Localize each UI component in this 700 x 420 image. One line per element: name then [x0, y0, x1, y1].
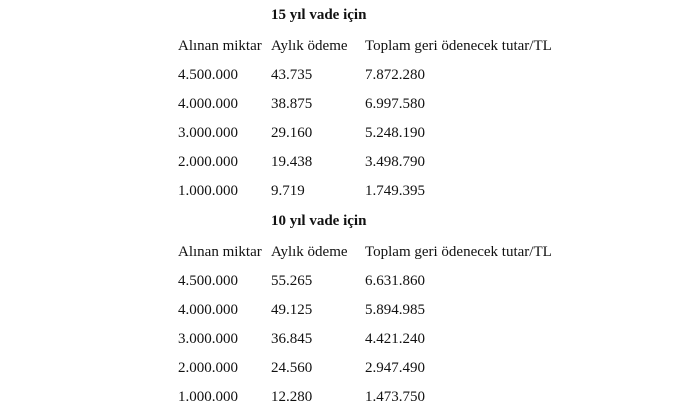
- table-cell: 4.500.000: [178, 67, 238, 83]
- table-row: 2.000.000 19.438 3.498.790: [0, 153, 700, 171]
- table-row: 1.000.000 9.719 1.749.395: [0, 182, 700, 200]
- table-cell: 4.421.240: [365, 331, 425, 347]
- table-cell: 36.845: [271, 331, 313, 347]
- table-row: 1.000.000 12.280 1.473.750: [0, 388, 700, 406]
- table-cell: 3.000.000: [178, 125, 238, 141]
- table-cell: 6.631.860: [365, 273, 425, 289]
- table-cell: 43.735: [271, 67, 313, 83]
- table-cell: 2.000.000: [178, 154, 238, 170]
- table-cell: 1.749.395: [365, 183, 425, 199]
- table-cell: 7.872.280: [365, 67, 425, 83]
- column-header: Aylık ödeme: [271, 38, 348, 54]
- table-cell: 2.000.000: [178, 360, 238, 376]
- table-cell: 38.875: [271, 96, 313, 112]
- table-cell: 49.125: [271, 302, 313, 318]
- loan-table-section: 10 yıl vade için Alınan miktar Aylık ödeme…: [0, 206, 700, 412]
- table-row: 3.000.000 29.160 5.248.190: [0, 124, 700, 142]
- section-title: 10 yıl vade için: [271, 213, 367, 229]
- table-cell: 3.498.790: [365, 154, 425, 170]
- table-row: 3.000.000 36.845 4.421.240: [0, 330, 700, 348]
- table-row: 4.000.000 49.125 5.894.985: [0, 301, 700, 319]
- table-cell: 12.280: [271, 389, 313, 405]
- column-header: Aylık ödeme: [271, 244, 348, 260]
- table-cell: 1.000.000: [178, 389, 238, 405]
- table-header-row: Alınan miktar Aylık ödeme Toplam geri öden…: [0, 37, 700, 55]
- table-row: 4.500.000 55.265 6.631.860: [0, 272, 700, 290]
- table-row: 2.000.000 24.560 2.947.490: [0, 359, 700, 377]
- table-cell: 24.560: [271, 360, 313, 376]
- column-header: Toplam geri ödenecek tutar/TL: [365, 244, 552, 260]
- table-cell: 6.997.580: [365, 96, 425, 112]
- table-cell: 3.000.000: [178, 331, 238, 347]
- table-cell: 55.265: [271, 273, 313, 289]
- table-row: 4.000.000 38.875 6.997.580: [0, 95, 700, 113]
- table-cell: 5.248.190: [365, 125, 425, 141]
- table-cell: 4.000.000: [178, 96, 238, 112]
- table-cell: 1.473.750: [365, 389, 425, 405]
- table-header-row: Alınan miktar Aylık ödeme Toplam geri öden…: [0, 243, 700, 261]
- table-cell: 1.000.000: [178, 183, 238, 199]
- column-header: Alınan miktar: [178, 38, 262, 54]
- table-row: 4.500.000 43.735 7.872.280: [0, 66, 700, 84]
- column-header: Toplam geri ödenecek tutar/TL: [365, 38, 552, 54]
- loan-table-section: 15 yıl vade için Alınan miktar Aylık ödeme…: [0, 0, 700, 206]
- table-cell: 2.947.490: [365, 360, 425, 376]
- table-cell: 4.500.000: [178, 273, 238, 289]
- table-cell: 9.719: [271, 183, 305, 199]
- table-cell: 19.438: [271, 154, 313, 170]
- section-title: 15 yıl vade için: [271, 7, 367, 23]
- table-cell: 29.160: [271, 125, 313, 141]
- table-cell: 5.894.985: [365, 302, 425, 318]
- table-cell: 4.000.000: [178, 302, 238, 318]
- column-header: Alınan miktar: [178, 244, 262, 260]
